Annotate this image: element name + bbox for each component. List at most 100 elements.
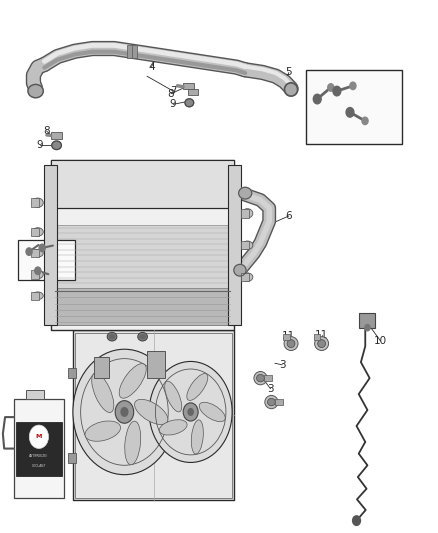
Bar bbox=[16, 422, 62, 476]
Ellipse shape bbox=[199, 402, 225, 422]
Ellipse shape bbox=[159, 419, 187, 435]
Bar bbox=[264, 375, 272, 381]
Bar bbox=[31, 198, 39, 207]
Circle shape bbox=[353, 516, 360, 526]
Ellipse shape bbox=[314, 337, 328, 351]
Text: 7: 7 bbox=[170, 86, 177, 96]
Bar bbox=[18, 240, 75, 280]
Ellipse shape bbox=[139, 334, 146, 340]
Ellipse shape bbox=[239, 187, 252, 199]
Text: M: M bbox=[36, 434, 42, 439]
Bar bbox=[31, 249, 39, 257]
Bar bbox=[31, 292, 39, 300]
Circle shape bbox=[73, 349, 176, 475]
Ellipse shape bbox=[257, 374, 265, 382]
Ellipse shape bbox=[32, 228, 43, 236]
Text: 11: 11 bbox=[282, 330, 296, 341]
Bar bbox=[241, 208, 249, 218]
Text: 13: 13 bbox=[38, 401, 51, 411]
Circle shape bbox=[35, 267, 41, 274]
Bar bbox=[73, 330, 234, 500]
Bar bbox=[228, 165, 241, 325]
Ellipse shape bbox=[185, 99, 194, 107]
Bar bbox=[26, 390, 44, 399]
Bar bbox=[94, 357, 109, 378]
Ellipse shape bbox=[285, 83, 297, 96]
Circle shape bbox=[120, 407, 128, 417]
Ellipse shape bbox=[191, 420, 203, 454]
Circle shape bbox=[365, 325, 370, 331]
Bar bbox=[31, 228, 39, 236]
Ellipse shape bbox=[165, 381, 182, 412]
Bar bbox=[55, 224, 230, 325]
Text: 8: 8 bbox=[43, 126, 50, 136]
Text: 11: 11 bbox=[315, 329, 328, 340]
Text: COOLANT: COOLANT bbox=[32, 464, 46, 468]
Ellipse shape bbox=[32, 292, 43, 300]
Text: 3: 3 bbox=[279, 360, 286, 370]
Bar bbox=[51, 132, 62, 139]
Circle shape bbox=[39, 244, 45, 252]
Circle shape bbox=[346, 108, 354, 117]
Ellipse shape bbox=[187, 374, 208, 400]
Ellipse shape bbox=[109, 334, 116, 340]
Bar bbox=[127, 45, 133, 58]
Text: 5: 5 bbox=[286, 68, 292, 77]
Text: 6: 6 bbox=[286, 211, 292, 221]
Text: 3: 3 bbox=[267, 384, 274, 394]
Text: 8: 8 bbox=[168, 88, 174, 99]
Bar bbox=[51, 160, 234, 330]
Text: 9: 9 bbox=[37, 140, 43, 150]
Ellipse shape bbox=[119, 364, 146, 398]
Circle shape bbox=[362, 117, 368, 125]
Ellipse shape bbox=[85, 421, 120, 441]
Bar bbox=[44, 165, 57, 325]
Ellipse shape bbox=[134, 399, 168, 425]
Text: 10: 10 bbox=[374, 336, 387, 346]
Circle shape bbox=[29, 425, 49, 448]
Circle shape bbox=[350, 82, 356, 90]
Ellipse shape bbox=[107, 333, 117, 341]
Circle shape bbox=[328, 84, 334, 91]
Bar bbox=[241, 241, 249, 249]
Ellipse shape bbox=[138, 333, 148, 341]
Text: 9: 9 bbox=[170, 99, 177, 109]
Ellipse shape bbox=[52, 141, 61, 150]
Ellipse shape bbox=[125, 421, 141, 465]
Ellipse shape bbox=[254, 372, 267, 385]
Bar bbox=[183, 83, 194, 89]
Circle shape bbox=[183, 403, 198, 421]
Circle shape bbox=[26, 248, 32, 255]
Ellipse shape bbox=[242, 241, 253, 249]
Circle shape bbox=[115, 401, 134, 423]
Bar bbox=[314, 334, 320, 341]
Text: 4: 4 bbox=[148, 62, 155, 72]
Bar bbox=[68, 368, 76, 378]
Bar bbox=[14, 399, 64, 498]
Bar bbox=[359, 313, 375, 328]
Bar bbox=[132, 45, 137, 58]
Ellipse shape bbox=[32, 249, 43, 257]
Ellipse shape bbox=[234, 264, 246, 276]
Circle shape bbox=[187, 408, 194, 416]
Circle shape bbox=[149, 361, 232, 463]
Circle shape bbox=[313, 94, 321, 104]
Bar bbox=[51, 160, 234, 208]
Bar bbox=[306, 70, 403, 144]
Text: ANTIFREEZE/: ANTIFREEZE/ bbox=[29, 455, 49, 458]
Bar bbox=[75, 333, 232, 498]
Ellipse shape bbox=[28, 84, 43, 98]
Bar bbox=[187, 89, 198, 95]
Bar bbox=[31, 270, 39, 279]
Bar bbox=[241, 273, 249, 281]
Ellipse shape bbox=[242, 273, 253, 281]
Bar bbox=[283, 334, 290, 341]
Ellipse shape bbox=[284, 337, 298, 351]
Text: 15: 15 bbox=[33, 259, 46, 269]
Text: 2: 2 bbox=[117, 410, 124, 421]
Ellipse shape bbox=[268, 398, 276, 406]
Bar bbox=[275, 399, 283, 405]
Ellipse shape bbox=[265, 395, 278, 409]
Ellipse shape bbox=[242, 208, 253, 218]
Bar bbox=[55, 287, 230, 325]
